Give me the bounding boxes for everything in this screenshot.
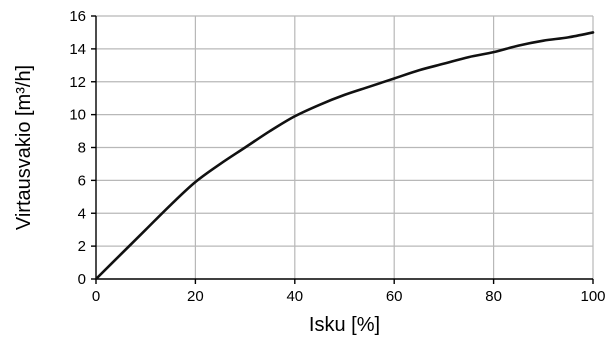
series-line xyxy=(94,31,595,281)
tick-labels: 0 2 4 6 8 10 12 14 16 0 20 40 60 80 100 xyxy=(69,8,605,305)
y-tick-label: 10 xyxy=(69,107,86,124)
axes xyxy=(91,15,594,284)
x-axis-title: Isku [%] xyxy=(309,314,380,336)
y-tick-label: 2 xyxy=(78,238,86,255)
series-layer xyxy=(94,31,595,281)
x-tick-label: 0 xyxy=(92,288,100,305)
grid xyxy=(96,15,594,279)
y-tick-label: 8 xyxy=(78,140,86,157)
y-tick-label: 16 xyxy=(69,8,86,25)
y-tick-label: 14 xyxy=(69,41,86,58)
x-tick-label: 100 xyxy=(580,288,605,305)
x-tick-label: 60 xyxy=(386,288,403,305)
y-tick-label: 12 xyxy=(69,74,86,91)
x-tick-label: 80 xyxy=(485,288,502,305)
y-axis-title: Virtausvakio [m³/h] xyxy=(13,65,35,230)
y-tick-label: 4 xyxy=(78,205,86,222)
x-tick-label: 40 xyxy=(286,288,303,305)
y-tick-label: 6 xyxy=(78,172,86,189)
y-tick-label: 0 xyxy=(78,271,86,288)
x-tick-label: 20 xyxy=(187,288,204,305)
